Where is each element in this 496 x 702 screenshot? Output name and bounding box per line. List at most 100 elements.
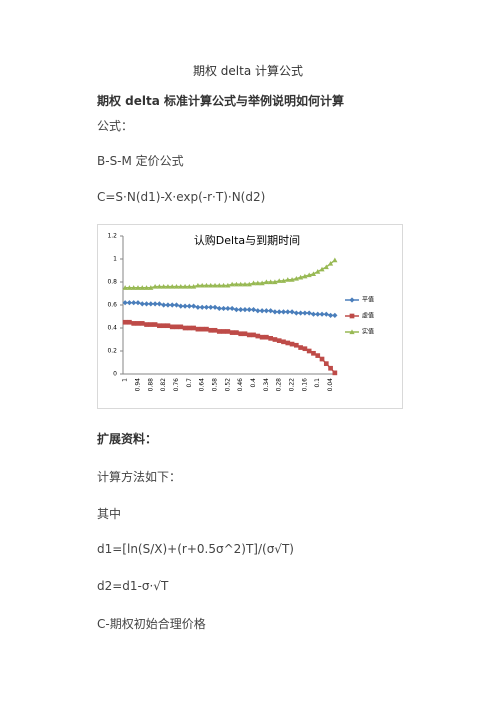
point — [199, 304, 205, 310]
point — [143, 285, 150, 290]
x-tick-label: 0.64 — [199, 378, 206, 392]
extension-heading: 扩展资料： — [97, 432, 158, 446]
paragraph: d2=d1-σ·√T — [97, 579, 169, 593]
point — [157, 323, 162, 329]
point — [238, 281, 244, 287]
paragraph: C=S·N(d1)-X·exp(-r·T)·N(d2) — [97, 190, 266, 204]
y-tick-label: 0 — [113, 371, 117, 378]
point — [259, 280, 265, 286]
x-tick-label: 0.34 — [263, 378, 270, 392]
point — [203, 304, 210, 310]
point — [173, 302, 180, 308]
point — [216, 282, 222, 288]
point — [349, 329, 355, 335]
point — [122, 285, 128, 290]
point — [298, 310, 304, 316]
point — [323, 264, 329, 270]
x-tick-label: 0.04 — [327, 378, 334, 392]
paragraph: C-期权初始合理价格 — [97, 617, 206, 631]
point — [327, 261, 334, 266]
x-tick-label: 0.4 — [250, 378, 257, 388]
point — [259, 334, 265, 340]
y-tick-label: 0.6 — [107, 302, 117, 309]
x-tick-label: 0.28 — [276, 378, 283, 392]
point — [289, 277, 295, 282]
point — [298, 274, 304, 280]
point — [264, 334, 269, 340]
point — [225, 329, 231, 334]
point — [263, 279, 269, 285]
point — [161, 302, 167, 308]
point — [268, 279, 274, 285]
paragraph: 公式： — [97, 119, 134, 133]
point — [302, 273, 308, 279]
x-tick-label: 0.16 — [301, 378, 308, 392]
point — [268, 336, 273, 341]
point — [148, 285, 154, 290]
point — [208, 282, 214, 288]
x-tick-label: 1 — [122, 378, 129, 382]
x-tick-label: 0.58 — [212, 378, 219, 392]
point — [302, 346, 308, 352]
point — [332, 370, 338, 376]
point — [152, 284, 158, 289]
paragraph: 计算方法如下： — [97, 470, 182, 484]
point — [126, 285, 133, 290]
point — [169, 302, 175, 308]
point — [328, 365, 333, 371]
point — [319, 266, 325, 272]
point — [186, 284, 192, 289]
point — [298, 345, 303, 350]
point — [148, 322, 154, 327]
point — [306, 348, 312, 354]
point — [225, 282, 231, 288]
point — [135, 285, 141, 290]
point — [161, 284, 167, 289]
point — [127, 319, 132, 325]
point — [255, 333, 261, 339]
point — [233, 281, 240, 287]
point — [259, 308, 265, 314]
point — [323, 361, 329, 366]
point — [315, 353, 321, 358]
point — [250, 280, 257, 286]
point — [238, 331, 244, 337]
point — [187, 325, 192, 331]
point — [191, 325, 196, 331]
y-tick-label: 1 — [113, 256, 117, 263]
point — [156, 284, 162, 289]
point — [276, 278, 282, 283]
point — [174, 324, 179, 330]
point — [144, 322, 149, 327]
point — [306, 310, 312, 316]
point — [255, 308, 261, 314]
point — [306, 272, 312, 278]
point — [204, 326, 209, 332]
x-tick-label: 0.88 — [147, 378, 154, 392]
point — [169, 324, 175, 330]
point — [251, 332, 256, 338]
point — [310, 271, 317, 277]
point — [203, 282, 210, 288]
y-tick-label: 0.8 — [107, 279, 117, 286]
point — [319, 356, 325, 362]
point — [139, 321, 145, 326]
doc-title: 期权 delta 计算公式 — [192, 64, 304, 78]
point — [208, 304, 214, 310]
x-tick-label: 0.82 — [160, 378, 167, 392]
x-tick-label: 0.94 — [134, 378, 141, 392]
point — [272, 337, 278, 342]
point — [216, 329, 222, 334]
point — [280, 309, 287, 315]
point — [246, 332, 252, 338]
point — [199, 326, 205, 332]
legend-label: 平值 — [362, 296, 374, 304]
point — [182, 284, 188, 289]
point — [182, 325, 188, 331]
point — [268, 308, 274, 314]
point — [195, 282, 201, 288]
point — [285, 340, 291, 346]
point — [293, 275, 299, 281]
point — [195, 326, 201, 332]
